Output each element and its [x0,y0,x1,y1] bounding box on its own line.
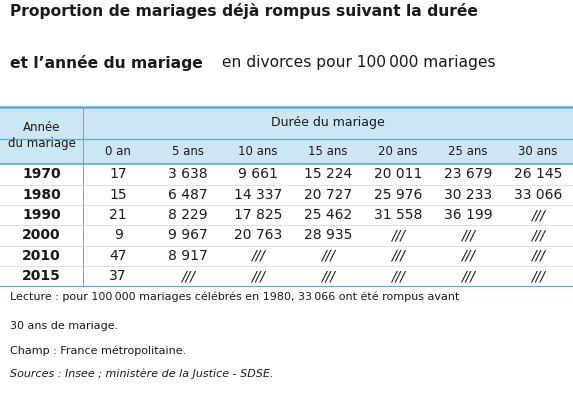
Text: 20 727: 20 727 [304,188,352,202]
Text: ///: /// [531,249,545,263]
Text: 25 976: 25 976 [374,188,422,202]
Text: Sources : Insee ; ministère de la Justice - SDSE.: Sources : Insee ; ministère de la Justic… [10,369,274,380]
Text: 20 763: 20 763 [234,228,282,243]
Text: Champ : France métropolitaine.: Champ : France métropolitaine. [10,345,187,356]
Text: 8 917: 8 917 [168,249,208,263]
Text: 28 935: 28 935 [304,228,352,243]
Text: 17: 17 [109,167,127,181]
Text: ///: /// [251,269,265,283]
Text: 10 ans: 10 ans [238,145,278,158]
Text: 20 011: 20 011 [374,167,422,181]
Text: 0 an: 0 an [105,145,131,158]
Text: 14 337: 14 337 [234,188,282,202]
Text: Proportion de mariages déjà rompus suivant la durée: Proportion de mariages déjà rompus suiva… [10,3,478,19]
Bar [0,107,573,164]
Text: 30 233: 30 233 [444,188,492,202]
Text: et l’année du mariage: et l’année du mariage [10,55,203,71]
Text: ///: /// [251,249,265,263]
Text: ///: /// [531,208,545,222]
Text: ///: /// [391,269,405,283]
Text: 2000: 2000 [22,228,61,243]
Text: Durée du mariage: Durée du mariage [271,116,385,129]
Text: ///: /// [531,269,545,283]
Text: ///: /// [321,249,335,263]
Text: ///: /// [531,228,545,243]
Text: 5 ans: 5 ans [172,145,204,158]
Text: 15: 15 [109,188,127,202]
Bar [0,164,573,286]
Text: 9 967: 9 967 [168,228,208,243]
Text: ///: /// [461,269,475,283]
Text: 1980: 1980 [22,188,61,202]
Text: 20 ans: 20 ans [378,145,418,158]
Text: en divorces pour 100 000 mariages: en divorces pour 100 000 mariages [217,55,495,70]
Text: ///: /// [391,249,405,263]
Text: 21: 21 [109,208,127,222]
Text: 23 679: 23 679 [444,167,492,181]
Text: Année
du mariage: Année du mariage [7,120,76,150]
Text: 3 638: 3 638 [168,167,208,181]
Text: 1970: 1970 [22,167,61,181]
Text: 8 229: 8 229 [168,208,208,222]
Text: 37: 37 [109,269,127,283]
Text: 30 ans: 30 ans [519,145,558,158]
Text: 9 661: 9 661 [238,167,278,181]
Text: 6 487: 6 487 [168,188,208,202]
Text: 36 199: 36 199 [444,208,492,222]
Text: 15 ans: 15 ans [308,145,348,158]
Text: 2010: 2010 [22,249,61,263]
Text: 9: 9 [113,228,123,243]
Text: ///: /// [461,249,475,263]
Text: 25 ans: 25 ans [448,145,488,158]
Text: 26 145: 26 145 [514,167,562,181]
Text: 17 825: 17 825 [234,208,282,222]
Text: ///: /// [391,228,405,243]
Text: Lecture : pour 100 000 mariages célébrés en 1980, 33 066 ont été rompus avant: Lecture : pour 100 000 mariages célébrés… [10,292,460,302]
Text: 15 224: 15 224 [304,167,352,181]
Text: ///: /// [321,269,335,283]
Text: 1990: 1990 [22,208,61,222]
Text: ///: /// [181,269,195,283]
Text: 30 ans de mariage.: 30 ans de mariage. [10,321,119,331]
Text: 31 558: 31 558 [374,208,422,222]
Text: 47: 47 [109,249,127,263]
Text: ///: /// [461,228,475,243]
Text: 25 462: 25 462 [304,208,352,222]
Text: 2015: 2015 [22,269,61,283]
Text: 33 066: 33 066 [514,188,562,202]
